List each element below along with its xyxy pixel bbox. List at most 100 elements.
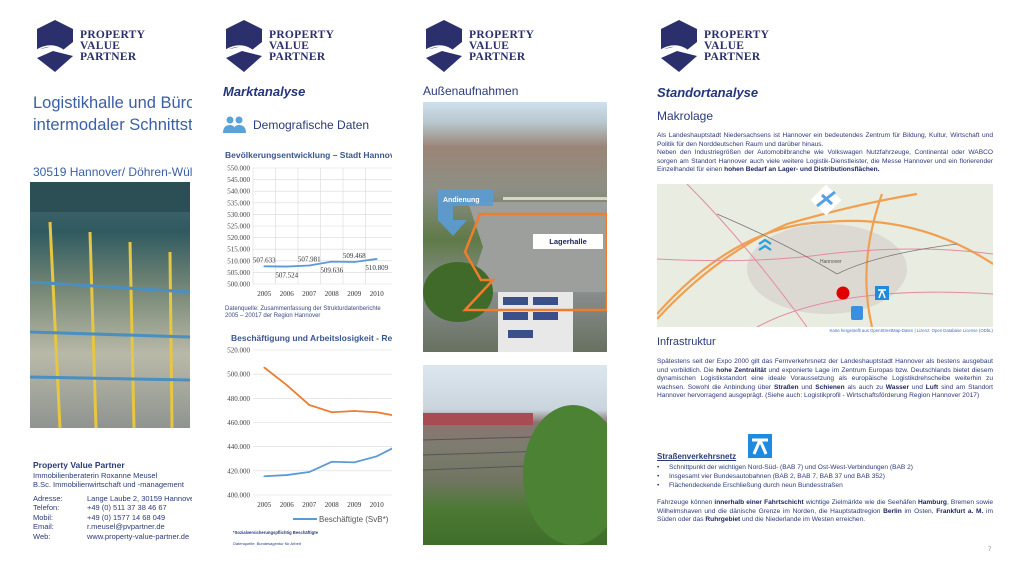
emphasis: Wasser <box>885 383 910 391</box>
data-point <box>308 471 311 473</box>
contact-label: Telefon: <box>33 503 60 512</box>
emphasis: Straßen <box>773 383 799 391</box>
page-standortanalyse: PROPERTY VALUE PARTNER Standortanalyse Mak… <box>627 0 1024 577</box>
x-tick-label: 2005 <box>257 501 272 509</box>
contact-role: Immobilienberaterin <box>33 470 99 480</box>
section-title: Demografische Daten <box>253 118 370 132</box>
andienung-label: Andienung <box>443 197 480 204</box>
population-chart: 500.000 505.000 510.000 515.000 520.000 525.0… <box>227 165 392 298</box>
page-number: 7 <box>988 547 992 553</box>
motorway-icon <box>875 286 889 300</box>
page-cover: PROPERTY VALUE PARTNER Logistikhalle und B… <box>0 0 192 577</box>
infrastruktur-text: Spätestens seit der Expo 2000 gilt das F… <box>657 358 993 401</box>
contact-row: Mobil: +49 (0) 1577 14 68 049 <box>33 513 192 523</box>
data-point <box>285 474 288 476</box>
data-point <box>263 475 266 478</box>
contact-label: Web: <box>33 531 51 541</box>
contact-value[interactable]: r.meusel@pvpartner.de <box>87 522 165 531</box>
y-tick-label: 540.000 <box>227 188 250 196</box>
emphasis: Berlin <box>883 507 902 515</box>
contact-row: Telefon: +49 (0) 511 37 38 46 67 <box>33 503 192 513</box>
property-location-marker <box>836 286 850 300</box>
page-heading: Standortanalyse <box>657 85 759 100</box>
emphasis: Luft <box>925 383 939 391</box>
y-tick-label: 530.000 <box>227 211 250 219</box>
y-tick-label: 510.000 <box>227 257 250 265</box>
logo: PROPERTY VALUE PARTNER <box>422 20 562 72</box>
lagerhalle-label: Lagerhalle <box>533 234 603 249</box>
text-run: und die Niederlande im Westen erreichen. <box>740 516 866 524</box>
y-tick-label: 460.000 <box>227 419 250 427</box>
contact-label: Email: <box>33 522 54 531</box>
chart1-title: Bevölkerungsentwicklung – Stadt Hannover <box>225 150 392 160</box>
location-map[interactable]: Hannover <box>657 184 993 327</box>
x-tick-label: 2007 <box>302 290 317 298</box>
page-heading: Außenaufnahmen <box>423 84 519 98</box>
infrastruktur-heading: Infrastruktur <box>657 336 716 348</box>
contact-label: Mobil: <box>33 512 54 522</box>
contact-degree: B.Sc. Immobilienwirtschaft und -manageme… <box>33 480 184 489</box>
text-run: im Osten, <box>901 507 937 515</box>
y-tick-label: 480.000 <box>227 395 250 403</box>
title-line: Logistikhalle und Büro <box>33 94 192 112</box>
x-tick-label: 2009 <box>347 290 362 298</box>
page-marktanalyse: PROPERTY VALUE PARTNER Marktanalyse Demogr… <box>205 0 392 577</box>
y-tick-label: 520.000 <box>227 234 250 242</box>
text-run: und exponierte Lage im Zentrum Europas b… <box>657 366 993 391</box>
y-tick-label: 505.000 <box>227 269 250 277</box>
text-run: , Bremen sowie Wilhelmshaven und die dän… <box>657 499 993 515</box>
x-tick-label: 2005 <box>257 290 272 298</box>
map-credit: Karte hergestellt aus OpenStreetMap-Date… <box>829 328 993 333</box>
contact-row: Web: www.property-value-partner.de <box>33 532 192 542</box>
x-tick-label: 2010 <box>370 290 385 298</box>
emphasis: Ruhrgebiet <box>705 516 741 524</box>
text-run: als auch zu <box>844 383 886 391</box>
emphasis: hohe Zentralität <box>716 366 767 374</box>
data-point <box>330 411 333 414</box>
data-label: 507.524 <box>275 272 298 280</box>
logo-mark-icon <box>36 20 73 72</box>
text-run: wichtige Zielmärkte wie die Seehäfen <box>803 499 918 506</box>
contact-row: Adresse: Lange Laube 2, 30159 Hannover <box>33 494 192 504</box>
list-item: • Insgesamt vier Bundesautobahnen (BAB 2,… <box>657 472 885 480</box>
company-name: Property Value Partner <box>33 460 125 470</box>
emphasis: Hamburg <box>918 499 947 506</box>
title-line: intermodaler Schnittstelle <box>33 116 192 134</box>
motorway-icon <box>748 434 772 458</box>
series-line <box>263 366 392 417</box>
y-tick-label: 525.000 <box>227 223 250 231</box>
makrolage-text: Als Landeshauptstadt Niedersachsens ist … <box>657 132 993 174</box>
logo-mark-icon <box>660 20 697 72</box>
fahrzeuge-text: Fahrzeuge können innerhalb einer Fahrtsc… <box>657 499 993 525</box>
emphasis: Schienen <box>815 383 845 391</box>
data-label: 509.468 <box>343 252 366 260</box>
y-tick-label: 545.000 <box>227 176 250 184</box>
text-run: Spätestens seit der Expo 2000 gilt das F… <box>657 358 993 374</box>
warehouse-interior-photo <box>30 182 190 428</box>
data-point <box>330 260 333 263</box>
data-point <box>375 411 378 414</box>
contact-value[interactable]: www.property-value-partner.de <box>87 531 190 541</box>
logo: PROPERTY VALUE PARTNER <box>222 20 362 72</box>
y-tick-label: 500.000 <box>227 371 250 379</box>
data-point <box>375 455 378 458</box>
contact-name: Roxanne Meusel <box>100 470 158 480</box>
logo: PROPERTY VALUE PARTNER <box>33 20 173 72</box>
logo-mark-icon <box>425 20 462 72</box>
data-point <box>263 366 266 369</box>
data-point <box>308 264 311 267</box>
data-point <box>353 410 356 412</box>
port-icon <box>758 238 772 251</box>
text-run: und <box>909 383 926 391</box>
text-run: und <box>798 383 816 391</box>
page-aussenaufnahmen: PROPERTY VALUE PARTNER Außenaufnahmen Andi… <box>410 0 607 577</box>
y-tick-label: 515.000 <box>227 246 250 254</box>
x-tick-label: 2008 <box>325 290 340 298</box>
logo-text: PROPERTY VALUE PARTNER <box>704 29 770 63</box>
chart2-footnote: *Sozialversicherungspflichtig Beschäftig… <box>233 530 318 535</box>
x-tick-label: 2008 <box>325 501 340 509</box>
series-line <box>264 258 377 268</box>
logo-text: PROPERTY VALUE PARTNER <box>269 29 335 63</box>
logo-text: PROPERTY VALUE PARTNER <box>80 29 146 63</box>
property-address: 30519 Hannover/ Döhren-Wülfel <box>33 165 192 179</box>
